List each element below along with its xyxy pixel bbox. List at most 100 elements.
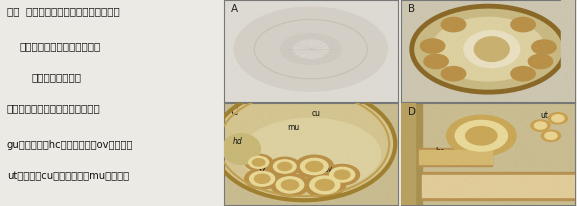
Point — [502, 188, 511, 191]
Point — [499, 199, 508, 203]
Point — [547, 82, 556, 85]
Point — [226, 159, 235, 163]
Point — [556, 132, 565, 135]
Point — [267, 162, 276, 165]
Point — [404, 96, 414, 100]
Point — [443, 195, 452, 198]
Point — [388, 5, 397, 8]
Point — [290, 142, 299, 145]
Point — [492, 20, 501, 23]
Point — [538, 70, 548, 73]
Point — [373, 17, 382, 20]
Point — [428, 124, 437, 127]
Point — [564, 12, 574, 15]
Point — [494, 157, 503, 160]
Point — [362, 101, 372, 104]
Point — [387, 106, 396, 110]
Point — [459, 84, 469, 88]
Point — [283, 188, 293, 191]
Ellipse shape — [474, 37, 509, 61]
Point — [320, 66, 329, 69]
Point — [302, 182, 311, 185]
Point — [494, 191, 504, 194]
Point — [556, 82, 565, 85]
Point — [430, 31, 440, 34]
Point — [220, 108, 229, 111]
Point — [378, 31, 387, 35]
Point — [471, 58, 480, 61]
Point — [404, 190, 414, 193]
Point — [283, 114, 293, 117]
Point — [452, 165, 461, 168]
Point — [288, 131, 297, 135]
Point — [419, 15, 428, 18]
Point — [463, 31, 473, 34]
Point — [224, 184, 233, 187]
Point — [431, 47, 440, 51]
Point — [248, 164, 257, 167]
Point — [469, 139, 478, 143]
Point — [274, 75, 283, 78]
Point — [420, 116, 429, 119]
Point — [279, 13, 288, 16]
Point — [513, 11, 522, 14]
Point — [516, 51, 526, 54]
Point — [242, 12, 251, 16]
Point — [544, 6, 553, 9]
Point — [287, 30, 296, 33]
Point — [567, 190, 576, 193]
Point — [346, 63, 355, 66]
Point — [227, 197, 236, 200]
Point — [276, 58, 286, 61]
Point — [230, 41, 239, 44]
Point — [520, 125, 530, 128]
Point — [504, 33, 514, 36]
Point — [369, 134, 379, 138]
Point — [380, 38, 389, 42]
Point — [401, 112, 410, 115]
Point — [328, 197, 338, 200]
Point — [319, 182, 328, 185]
Point — [231, 203, 240, 206]
Point — [225, 114, 234, 117]
Point — [267, 60, 276, 63]
Point — [420, 181, 429, 184]
Point — [401, 16, 410, 19]
Point — [407, 118, 417, 121]
Point — [288, 98, 297, 102]
Point — [349, 56, 358, 59]
Point — [335, 10, 344, 13]
Point — [518, 128, 527, 131]
Point — [421, 46, 430, 49]
Point — [436, 86, 445, 90]
Point — [228, 138, 237, 142]
Point — [483, 137, 492, 140]
Point — [546, 193, 556, 196]
Point — [404, 171, 414, 174]
Point — [228, 109, 237, 112]
Point — [232, 76, 241, 79]
Point — [534, 91, 543, 94]
Point — [448, 104, 457, 107]
Point — [341, 26, 350, 29]
Point — [496, 113, 505, 116]
Point — [375, 120, 384, 124]
Point — [563, 98, 572, 102]
Point — [238, 175, 247, 178]
Point — [500, 97, 509, 100]
Point — [300, 133, 309, 136]
Point — [475, 158, 485, 161]
Point — [537, 97, 546, 100]
Point — [515, 177, 524, 180]
Point — [569, 129, 577, 132]
Point — [449, 90, 459, 93]
Point — [443, 21, 452, 25]
Point — [469, 166, 478, 169]
Point — [477, 189, 486, 192]
Point — [535, 29, 544, 33]
Point — [344, 133, 354, 137]
Point — [479, 94, 488, 97]
Point — [501, 44, 511, 48]
Point — [230, 73, 239, 76]
Point — [263, 183, 272, 186]
